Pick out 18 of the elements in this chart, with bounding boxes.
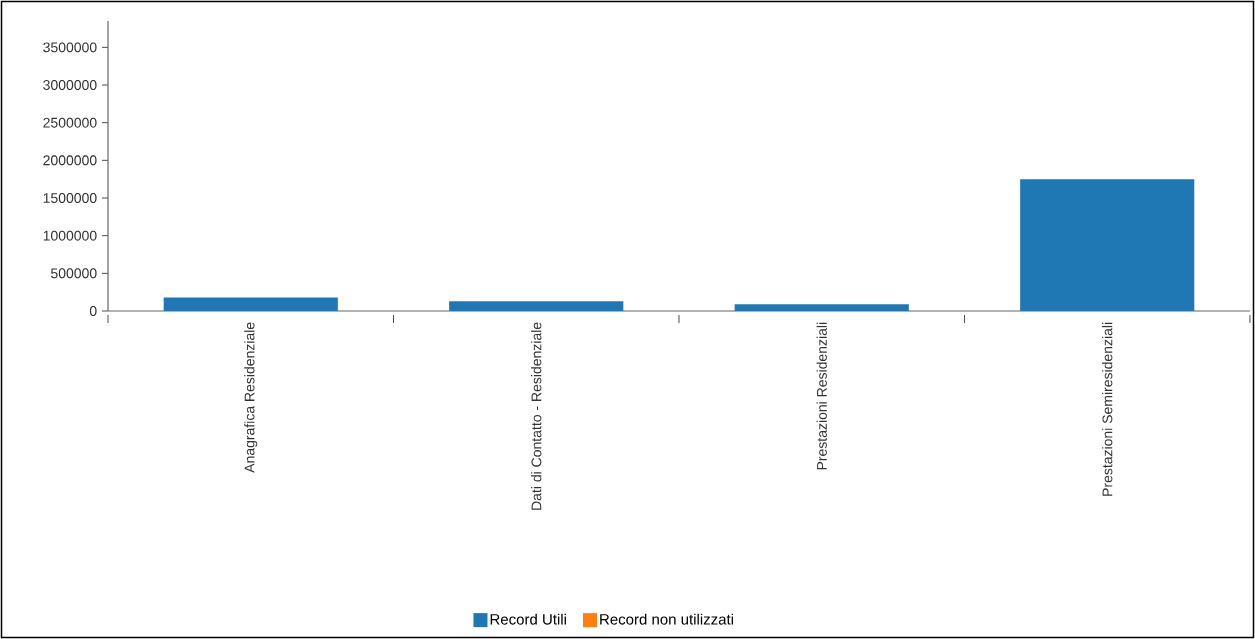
x-tick-label: Dati di Contatto - Residenziale	[531, 322, 542, 510]
legend-label: Record non utilizzati	[600, 613, 733, 625]
bar	[1020, 179, 1195, 311]
bar	[163, 297, 338, 311]
x-tick-label: Anagrafica Residenziale	[244, 322, 258, 473]
y-tick-label: 2500000	[43, 117, 97, 128]
y-tick-label: 0	[89, 306, 97, 316]
y-tick-label: 2000000	[43, 155, 97, 166]
y-tick-label: 3000000	[43, 80, 97, 90]
bar	[734, 304, 909, 311]
y-tick-label: 500000	[50, 268, 97, 279]
y-tick-label: 3500000	[43, 42, 97, 53]
x-tick-label: Prestazioni Residenziali	[816, 322, 827, 470]
bar	[449, 301, 624, 311]
x-tick-label: Prestazioni Semiresidenziali	[1102, 322, 1113, 496]
legend-label: Record Utili	[490, 613, 566, 625]
y-tick-label: 1000000	[43, 230, 97, 241]
y-tick-label: 1500000	[43, 193, 97, 203]
